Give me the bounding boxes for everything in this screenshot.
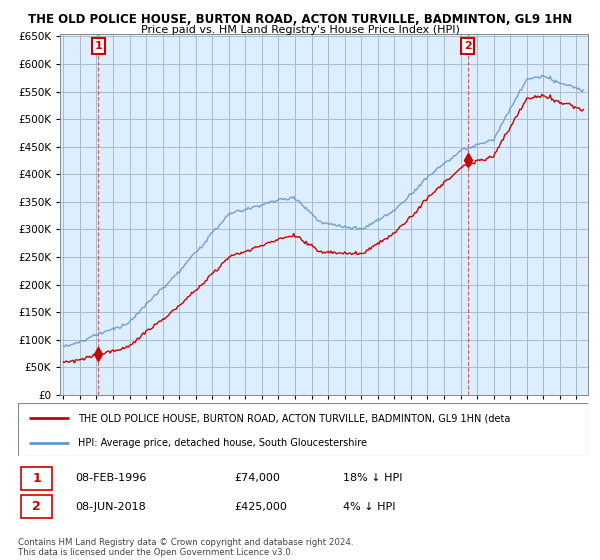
Text: 1: 1 xyxy=(95,41,102,51)
Text: 4% ↓ HPI: 4% ↓ HPI xyxy=(343,502,395,512)
Text: 08-FEB-1996: 08-FEB-1996 xyxy=(75,473,146,483)
Text: Contains HM Land Registry data © Crown copyright and database right 2024.
This d: Contains HM Land Registry data © Crown c… xyxy=(18,538,353,557)
Text: 2: 2 xyxy=(32,500,41,513)
Text: 18% ↓ HPI: 18% ↓ HPI xyxy=(343,473,403,483)
Text: 2: 2 xyxy=(464,41,472,51)
FancyBboxPatch shape xyxy=(21,467,52,489)
Text: HPI: Average price, detached house, South Gloucestershire: HPI: Average price, detached house, Sout… xyxy=(78,438,367,448)
Text: £425,000: £425,000 xyxy=(235,502,287,512)
FancyBboxPatch shape xyxy=(18,403,588,456)
Text: £74,000: £74,000 xyxy=(235,473,280,483)
Text: 1: 1 xyxy=(32,472,41,485)
Text: Price paid vs. HM Land Registry's House Price Index (HPI): Price paid vs. HM Land Registry's House … xyxy=(140,25,460,35)
Text: THE OLD POLICE HOUSE, BURTON ROAD, ACTON TURVILLE, BADMINTON, GL9 1HN (deta: THE OLD POLICE HOUSE, BURTON ROAD, ACTON… xyxy=(78,413,510,423)
Text: 08-JUN-2018: 08-JUN-2018 xyxy=(75,502,146,512)
FancyBboxPatch shape xyxy=(21,495,52,518)
Text: THE OLD POLICE HOUSE, BURTON ROAD, ACTON TURVILLE, BADMINTON, GL9 1HN: THE OLD POLICE HOUSE, BURTON ROAD, ACTON… xyxy=(28,13,572,26)
